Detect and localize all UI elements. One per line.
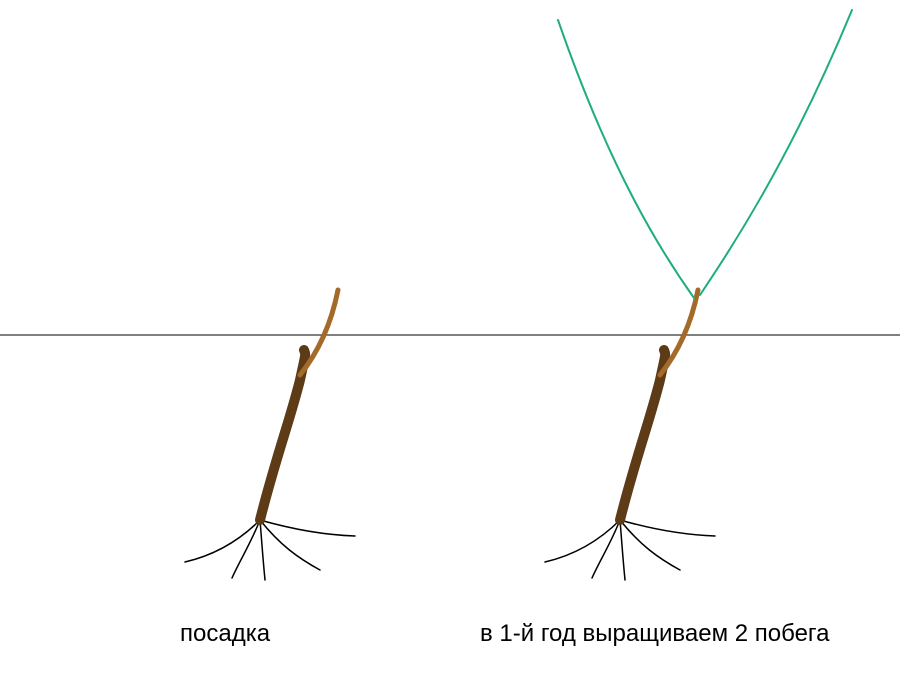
diagram-svg: [0, 0, 900, 680]
left-plant: [185, 290, 355, 580]
left-roots: [185, 520, 355, 580]
left-caption: посадка: [180, 620, 270, 648]
diagram-container: посадка в 1-й год выращиваем 2 побега: [0, 0, 900, 680]
right-plant: [545, 10, 852, 580]
right-caption: в 1-й год выращиваем 2 побега: [480, 620, 830, 648]
right-roots: [545, 520, 715, 580]
right-shoots: [558, 10, 852, 298]
